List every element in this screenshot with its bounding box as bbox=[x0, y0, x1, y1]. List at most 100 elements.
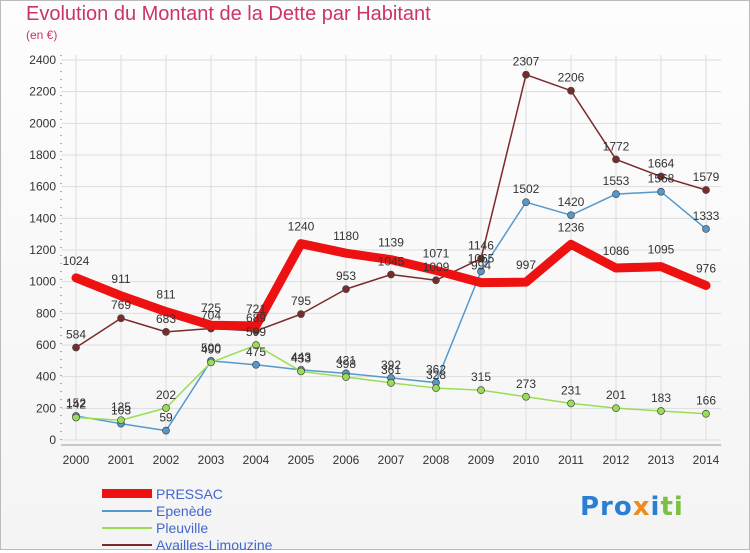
data-label-availles-limouzine: 1579 bbox=[693, 170, 720, 184]
data-label-pressac: 1180 bbox=[333, 229, 359, 243]
data-point-availles-limouzine bbox=[567, 86, 575, 95]
data-point-availles-limouzine bbox=[522, 70, 530, 79]
y-tick-label: 2400 bbox=[29, 53, 56, 67]
data-label-pleuville: 166 bbox=[696, 394, 716, 408]
data-point-pleuville bbox=[387, 378, 395, 387]
data-label-epen-de: 1502 bbox=[513, 182, 540, 196]
x-tick-label: 2010 bbox=[513, 453, 540, 467]
data-label-epen-de: 59 bbox=[159, 411, 173, 425]
data-label-pleuville: 599 bbox=[246, 325, 266, 339]
x-tick-label: 2013 bbox=[648, 453, 675, 467]
x-tick-label: 2007 bbox=[378, 453, 405, 467]
data-point-epen-de bbox=[612, 190, 620, 198]
data-label-pressac: 1240 bbox=[288, 220, 315, 234]
x-tick-label: 2005 bbox=[288, 453, 315, 467]
data-point-pleuville bbox=[657, 407, 665, 415]
data-label-epen-de: 392 bbox=[381, 358, 401, 372]
legend-item-availles-limouzine: Availles-Limouzine bbox=[102, 536, 272, 553]
data-point-epen-de bbox=[522, 198, 530, 207]
data-label-availles-limouzine: 689 bbox=[246, 311, 266, 325]
data-label-epen-de: 1420 bbox=[558, 195, 585, 209]
legend-label: Epenède bbox=[156, 502, 213, 519]
data-label-pleuville: 201 bbox=[606, 388, 626, 402]
data-label-epen-de: 152 bbox=[66, 396, 86, 410]
y-tick-label: 1800 bbox=[29, 148, 56, 162]
data-point-epen-de bbox=[702, 225, 710, 233]
data-point-pleuville bbox=[477, 386, 485, 394]
data-point-pleuville bbox=[117, 416, 125, 425]
proxiti-logo: Proxiti bbox=[580, 492, 684, 522]
data-label-availles-limouzine: 704 bbox=[201, 309, 221, 323]
legend-label: Availles-Limouzine bbox=[156, 536, 273, 553]
data-point-pleuville bbox=[207, 358, 215, 367]
data-label-availles-limouzine: 795 bbox=[291, 294, 311, 308]
x-tick-label: 2008 bbox=[423, 453, 450, 467]
data-point-availles-limouzine bbox=[657, 172, 665, 181]
data-point-epen-de bbox=[657, 187, 665, 196]
y-tick-label: 200 bbox=[36, 401, 56, 415]
y-tick-label: 1200 bbox=[29, 243, 56, 257]
legend-label: PRESSAC bbox=[156, 485, 223, 502]
data-point-availles-limouzine bbox=[387, 270, 395, 279]
data-label-epen-de: 1333 bbox=[693, 209, 720, 223]
data-label-availles-limouzine: 1772 bbox=[603, 139, 630, 153]
y-tick-label: 600 bbox=[36, 338, 56, 352]
data-label-availles-limouzine: 584 bbox=[66, 328, 86, 342]
data-point-availles-limouzine bbox=[117, 314, 125, 323]
data-label-pleuville: 142 bbox=[66, 398, 86, 412]
data-label-pressac: 721 bbox=[246, 302, 266, 316]
data-point-availles-limouzine bbox=[162, 328, 170, 336]
data-labels: 584 769 683 704 689 795 953 1045 1009 1146 2307 220… bbox=[63, 55, 720, 425]
data-label-pleuville: 315 bbox=[471, 370, 491, 384]
data-label-epen-de: 1065 bbox=[468, 251, 495, 265]
data-label-availles-limouzine: 1664 bbox=[648, 157, 675, 171]
data-point-pleuville bbox=[522, 392, 530, 401]
y-tick-label: 1600 bbox=[29, 180, 56, 194]
data-label-pleuville: 183 bbox=[651, 391, 671, 405]
data-label-pressac: 1086 bbox=[603, 244, 630, 258]
data-point-epen-de bbox=[477, 267, 485, 276]
x-tick-label: 2003 bbox=[198, 453, 225, 467]
data-label-availles-limouzine: 2307 bbox=[513, 55, 540, 69]
data-point-pleuville bbox=[162, 404, 170, 412]
data-point-pleuville bbox=[567, 399, 575, 408]
data-label-epen-de: 103 bbox=[111, 404, 131, 418]
data-point-availles-limouzine bbox=[432, 276, 440, 285]
legend-item-pleuville: Pleuville bbox=[102, 519, 272, 536]
data-label-pleuville: 202 bbox=[156, 388, 176, 402]
data-label-pressac: 1071 bbox=[423, 246, 450, 260]
series-lines bbox=[71, 70, 711, 435]
data-point-availles-limouzine bbox=[342, 285, 350, 293]
data-point-availles-limouzine bbox=[72, 343, 80, 352]
y-tick-label: 1400 bbox=[29, 211, 56, 225]
data-label-pleuville: 273 bbox=[516, 377, 536, 391]
legend-swatch bbox=[102, 509, 152, 512]
chart-subtitle: (en €) bbox=[26, 28, 58, 42]
data-label-availles-limouzine: 953 bbox=[336, 269, 356, 283]
data-point-pleuville bbox=[252, 341, 260, 350]
data-label-pleuville: 490 bbox=[201, 342, 221, 356]
data-label-availles-limouzine: 683 bbox=[156, 312, 176, 326]
data-label-pleuville: 125 bbox=[111, 400, 131, 414]
series-line-pressac bbox=[71, 239, 711, 331]
data-label-pleuville: 361 bbox=[381, 363, 401, 377]
y-tick-label: 1000 bbox=[29, 275, 56, 289]
x-tick-label: 2004 bbox=[243, 453, 270, 467]
axes: 0 200 400 600 800 1000 1200 1400 1600 1800 2000 220… bbox=[29, 53, 721, 467]
data-label-availles-limouzine: 769 bbox=[111, 298, 131, 312]
data-label-epen-de: 475 bbox=[246, 345, 266, 359]
data-label-availles-limouzine: 1009 bbox=[423, 260, 450, 274]
legend-label: Pleuville bbox=[156, 519, 209, 536]
data-point-pleuville bbox=[342, 373, 350, 381]
data-label-availles-limouzine: 1146 bbox=[468, 239, 494, 253]
data-label-pressac: 911 bbox=[111, 272, 130, 286]
data-label-epen-de: 443 bbox=[291, 350, 311, 364]
data-label-epen-de: 421 bbox=[336, 353, 356, 367]
data-label-pleuville: 231 bbox=[561, 383, 581, 397]
chart-title: Evolution du Montant de la Dette par Hab… bbox=[26, 3, 431, 25]
y-tick-label: 800 bbox=[36, 306, 56, 320]
data-label-pressac: 1139 bbox=[378, 236, 404, 250]
x-tick-label: 2002 bbox=[153, 453, 180, 467]
y-tick-label: 2000 bbox=[29, 116, 56, 130]
